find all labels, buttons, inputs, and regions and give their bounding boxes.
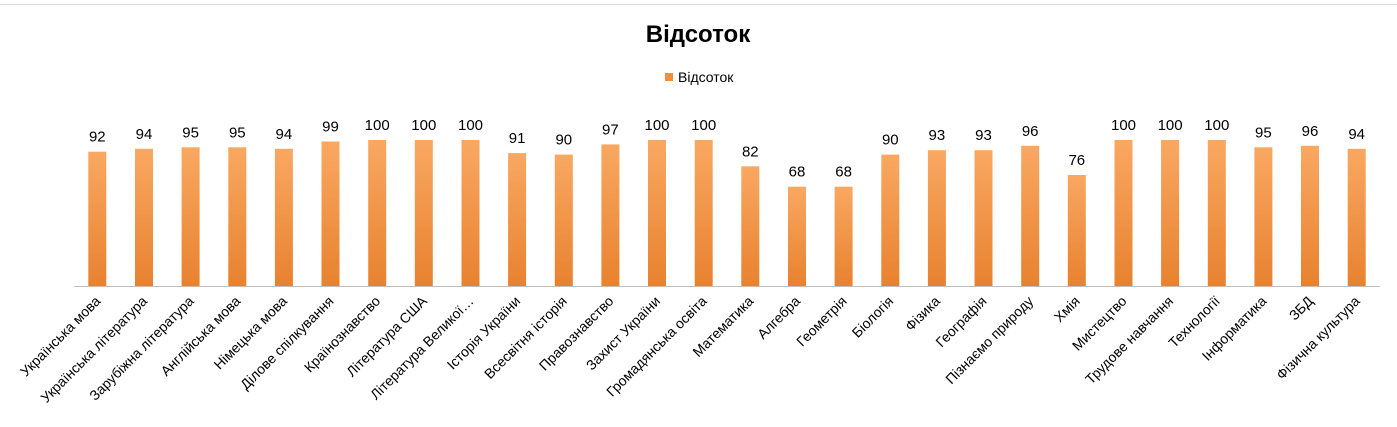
bar [601, 144, 620, 286]
bar [414, 140, 433, 286]
legend: Відсоток [665, 69, 734, 85]
data-label: 100 [365, 117, 390, 134]
legend-entry: Відсоток [678, 69, 734, 85]
bar [1067, 175, 1086, 286]
bar [1021, 145, 1040, 286]
data-label: 97 [602, 121, 619, 138]
category-label: Англійська мова [157, 293, 243, 379]
data-label: 100 [1158, 117, 1183, 134]
bar [974, 150, 993, 286]
data-label: 94 [276, 126, 293, 143]
bar [927, 150, 946, 286]
data-label: 100 [1111, 117, 1136, 134]
category-label: Всесвітня історія [481, 293, 570, 382]
data-label: 82 [742, 143, 759, 160]
data-label: 100 [691, 117, 716, 134]
category-label: Фізична культура [1273, 293, 1363, 383]
data-label: 76 [1068, 152, 1085, 169]
data-label: 94 [136, 126, 153, 143]
bar [228, 147, 247, 286]
data-label: 99 [322, 119, 339, 136]
data-label: 93 [975, 127, 992, 144]
bar [461, 140, 480, 286]
bar [1254, 147, 1273, 286]
category-label: Пізнаємо природу [942, 293, 1036, 387]
category-label: Хмія [1051, 293, 1083, 325]
data-label: 95 [229, 124, 246, 141]
category-label: Фізика [902, 293, 943, 334]
bar [1301, 145, 1319, 286]
bar [1114, 140, 1133, 286]
data-label: 100 [1204, 117, 1229, 134]
legend-swatch [665, 73, 673, 81]
bar [554, 154, 573, 286]
bar [1161, 140, 1180, 286]
bar [274, 148, 293, 286]
data-label: 92 [89, 129, 106, 146]
category-label: Біологія [849, 293, 897, 341]
data-label: 94 [1348, 126, 1365, 143]
chart-title: Відсоток [646, 21, 751, 48]
bar [694, 140, 713, 286]
bar [881, 154, 900, 286]
bar [88, 151, 107, 286]
data-label: 100 [644, 117, 669, 134]
data-label: 96 [1302, 123, 1319, 140]
data-label: 93 [929, 127, 946, 144]
data-label: 91 [509, 130, 526, 147]
category-label: Трудове навчання [1082, 293, 1176, 387]
bar [135, 148, 153, 286]
data-label: 68 [789, 164, 806, 181]
bar [1207, 140, 1226, 286]
bars-group [88, 140, 1366, 286]
category-label: ЗБД [1286, 292, 1317, 323]
data-label: 90 [882, 132, 899, 149]
data-label: 100 [411, 117, 436, 134]
category-label: Геометрія [793, 293, 850, 350]
bar [741, 166, 760, 286]
data-label: 96 [1022, 123, 1039, 140]
data-label: 95 [1255, 124, 1272, 141]
bar [1347, 148, 1366, 286]
bar [368, 140, 387, 286]
category-label: Література США [343, 292, 430, 379]
data-label: 68 [835, 164, 852, 181]
bar [788, 186, 806, 286]
bar [321, 141, 340, 286]
data-label: 100 [458, 117, 483, 134]
bar [834, 186, 853, 286]
data-label: 95 [182, 124, 199, 141]
bar [648, 140, 666, 286]
data-label: 90 [555, 132, 572, 149]
sheet-grid-edge [0, 0, 1397, 5]
data-labels-group: 92 94 95 95 94 99 100 100 100 91 90 97 100 100 82 68 68 9… [89, 117, 1365, 181]
bar [508, 153, 527, 286]
bar [181, 147, 200, 286]
category-label: Українська мова [17, 293, 104, 380]
